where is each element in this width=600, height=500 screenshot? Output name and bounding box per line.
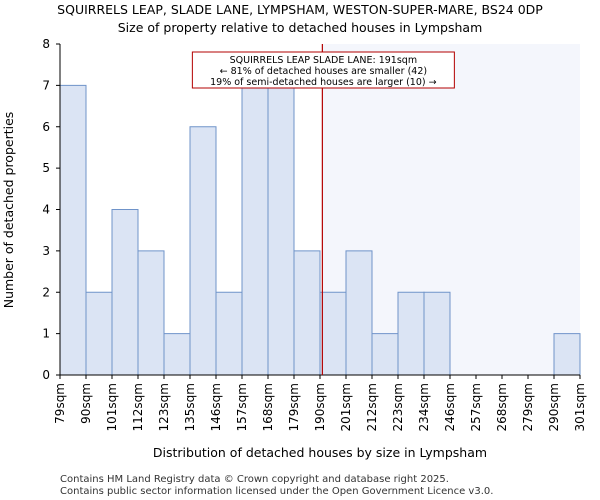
x-tick-label: 135sqm [183, 383, 197, 431]
x-tick-label: 279sqm [521, 383, 535, 431]
y-tick-label: 6 [42, 120, 50, 134]
y-tick-label: 0 [42, 368, 50, 382]
x-tick-label: 146sqm [209, 383, 223, 431]
x-tick-label: 157sqm [235, 383, 249, 431]
x-tick-label: 101sqm [105, 383, 119, 431]
chart-subtitle: Size of property relative to detached ho… [118, 20, 483, 35]
y-tick-label: 4 [42, 203, 50, 217]
x-tick-label: 268sqm [495, 383, 509, 431]
x-tick-label: 212sqm [365, 383, 379, 431]
bar-123sqm [163, 333, 191, 376]
y-tick-label: 3 [42, 244, 50, 258]
x-tick-label: 112sqm [131, 383, 145, 431]
x-tick-label: 290sqm [547, 383, 561, 431]
annotation-line-3: 19% of semi-detached houses are larger (… [210, 77, 437, 88]
bar-79sqm [59, 84, 87, 376]
y-tick-label: 1 [42, 327, 50, 341]
bar-101sqm [111, 209, 139, 376]
y-tick-label: 2 [42, 285, 50, 299]
y-axis-label: Number of detached properties [1, 112, 16, 309]
x-axis-label: Distribution of detached houses by size … [153, 445, 487, 460]
footer-line-2: Contains public sector information licen… [60, 486, 493, 497]
bar-135sqm [189, 126, 217, 376]
x-tick-label: 90sqm [79, 383, 93, 424]
y-tick-label: 8 [42, 37, 50, 51]
bar-190sqm [319, 291, 347, 376]
x-tick-label: 168sqm [261, 383, 275, 431]
bar-179sqm [293, 250, 321, 376]
bar-90sqm [85, 291, 113, 376]
x-tick-label: 123sqm [157, 383, 171, 431]
x-tick-label: 301sqm [573, 383, 587, 431]
x-tick-label: 257sqm [469, 383, 483, 431]
y-tick-label: 5 [42, 161, 50, 175]
bar-201sqm [345, 250, 373, 376]
x-tick-label: 234sqm [417, 383, 431, 431]
bar-234sqm [423, 291, 451, 376]
bar-157sqm [241, 84, 269, 376]
x-tick-label: 79sqm [53, 383, 67, 424]
x-tick-label: 190sqm [313, 383, 327, 431]
x-tick-label: 223sqm [391, 383, 405, 431]
bar-212sqm [371, 333, 399, 376]
annotation-line-2: ← 81% of detached houses are smaller (42… [220, 66, 427, 77]
bar-168sqm [267, 84, 295, 376]
footer-line-1: Contains HM Land Registry data © Crown c… [60, 474, 449, 485]
x-tick-label: 246sqm [443, 383, 457, 431]
annotation-box [191, 51, 455, 89]
y-tick-label: 7 [42, 78, 50, 92]
annotation-line-1: SQUIRRELS LEAP SLADE LANE: 191sqm [230, 55, 417, 66]
bar-112sqm [137, 250, 165, 376]
chart-title: SQUIRRELS LEAP, SLADE LANE, LYMPSHAM, WE… [57, 2, 543, 17]
bar-290sqm [553, 333, 581, 376]
bar-223sqm [397, 291, 425, 376]
bar-146sqm [215, 291, 243, 376]
x-tick-label: 179sqm [287, 383, 301, 431]
x-tick-label: 201sqm [339, 383, 353, 431]
